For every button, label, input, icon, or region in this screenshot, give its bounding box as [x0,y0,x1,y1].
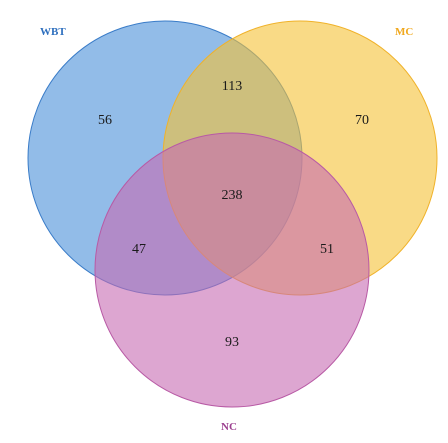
mc-only-count: 70 [355,113,369,128]
wbt-only-count: 56 [98,113,112,128]
nc-set-label: NC [221,421,237,433]
nc-only-count: 93 [225,335,239,350]
all-sets-count: 238 [222,188,243,203]
wbt-mc-count: 113 [222,79,242,94]
mc-set-label: MC [395,26,413,38]
wbt-nc-count: 47 [132,242,146,257]
mc-nc-count: 51 [320,242,334,257]
nc-circle [94,132,370,408]
wbt-set-label: WBT [40,26,66,38]
